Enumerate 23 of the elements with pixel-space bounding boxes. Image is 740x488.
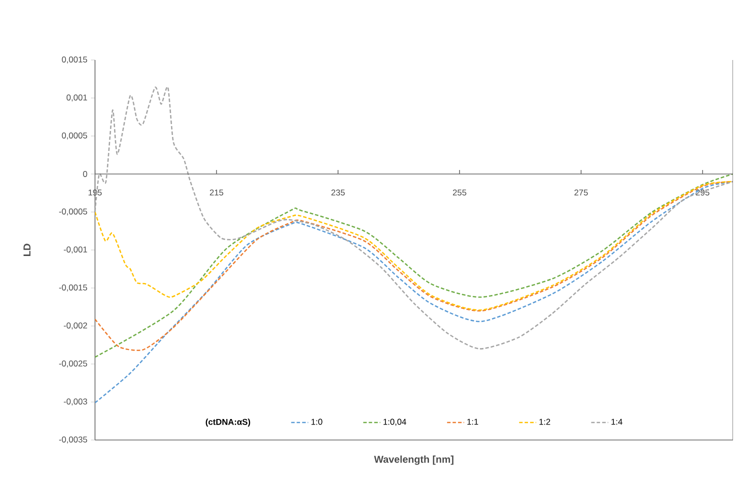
- y-tick-label: -0,001: [64, 246, 88, 254]
- y-tick-label: -0,003: [64, 398, 88, 406]
- x-tick-label: 235: [331, 190, 345, 196]
- legend-label: 1:0,04: [384, 418, 406, 426]
- x-tick-label: 255: [452, 190, 466, 196]
- legend-label: 1:1: [467, 418, 478, 425]
- legend-label: 1:4: [612, 418, 622, 425]
- y-tick-label: -0,0005: [59, 208, 88, 216]
- y-tick-label: -0,002: [64, 322, 88, 330]
- y-tick-label: 0: [83, 171, 88, 177]
- y-tick-label: -0,0015: [59, 284, 88, 292]
- y-tick-label: -0,0025: [59, 360, 88, 368]
- legend-title: (ctDNA:αS): [206, 418, 250, 427]
- legend-label: 1:2: [539, 418, 550, 425]
- x-axis-title: Wavelength [nm]: [374, 456, 454, 465]
- y-tick-label: -0,0035: [59, 436, 88, 444]
- y-tick-label: 0,0005: [62, 132, 88, 140]
- y-axis-title: LD: [24, 244, 30, 256]
- legend-label: 1:0: [311, 418, 322, 425]
- y-tick-label: 0,0015: [62, 56, 88, 64]
- y-tick-label: 0,001: [66, 94, 88, 102]
- x-tick-label: 275: [574, 190, 588, 196]
- x-tick-label: 215: [210, 190, 224, 196]
